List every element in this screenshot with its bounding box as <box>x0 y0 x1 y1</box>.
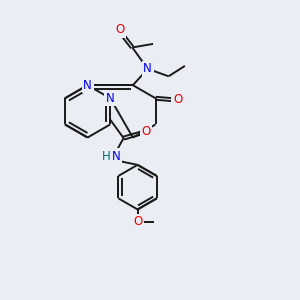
Text: O: O <box>133 215 142 228</box>
Text: N: N <box>83 79 92 92</box>
Text: N: N <box>106 92 115 105</box>
Text: O: O <box>141 125 151 138</box>
Text: N: N <box>143 62 152 75</box>
Text: N: N <box>112 150 120 163</box>
Text: O: O <box>115 23 124 36</box>
Text: H: H <box>101 150 110 163</box>
Text: O: O <box>173 93 182 106</box>
